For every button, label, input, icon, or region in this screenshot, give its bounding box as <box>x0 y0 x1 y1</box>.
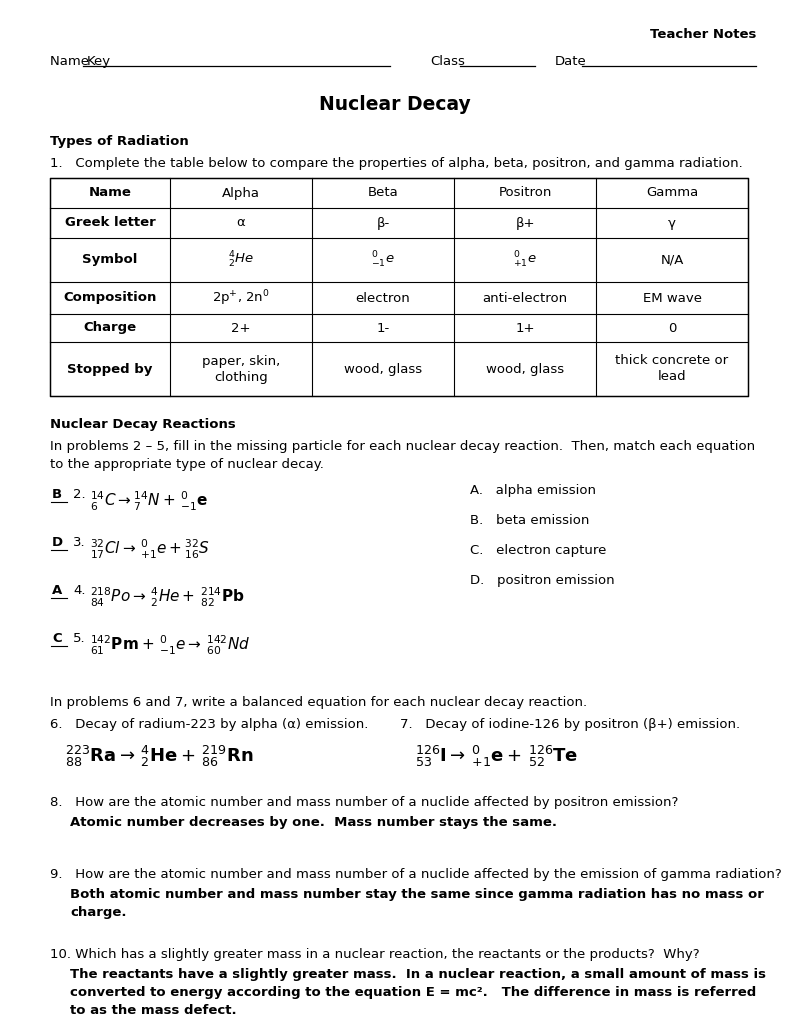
Text: α: α <box>237 216 245 229</box>
Text: 2+: 2+ <box>231 322 251 335</box>
Text: The reactants have a slightly greater mass.  In a nuclear reaction, a small amou: The reactants have a slightly greater ma… <box>70 968 766 1017</box>
Text: Name: Name <box>50 55 97 68</box>
Text: 1.   Complete the table below to compare the properties of alpha, beta, positron: 1. Complete the table below to compare t… <box>50 157 743 170</box>
Text: D: D <box>52 536 63 549</box>
Text: Types of Radiation: Types of Radiation <box>50 135 189 148</box>
Text: 9.   How are the atomic number and mass number of a nuclide affected by the emis: 9. How are the atomic number and mass nu… <box>50 868 782 881</box>
Text: 4.: 4. <box>73 584 85 597</box>
Text: B.   beta emission: B. beta emission <box>470 514 589 527</box>
Text: Beta: Beta <box>368 186 399 200</box>
Text: 2p$^{+}$, 2n$^{0}$: 2p$^{+}$, 2n$^{0}$ <box>212 288 270 308</box>
Text: Symbol: Symbol <box>82 254 138 266</box>
Text: wood, glass: wood, glass <box>486 362 564 376</box>
Text: $_{-1}^{0}e$: $_{-1}^{0}e$ <box>371 250 395 270</box>
Text: Key: Key <box>87 55 111 68</box>
Text: thick concrete or
lead: thick concrete or lead <box>615 354 729 384</box>
Text: 6.   Decay of radium-223 by alpha (α) emission.: 6. Decay of radium-223 by alpha (α) emis… <box>50 718 369 731</box>
Text: $_{61}^{142}\mathbf{Pm}+\,_{-1}^{0}e\rightarrow\,_{60}^{142}Nd$: $_{61}^{142}\mathbf{Pm}+\,_{-1}^{0}e\rig… <box>90 634 250 657</box>
Text: N/A: N/A <box>660 254 683 266</box>
Text: A.   alpha emission: A. alpha emission <box>470 484 596 497</box>
Text: 5.: 5. <box>73 632 85 645</box>
Text: Nuclear Decay: Nuclear Decay <box>319 95 471 114</box>
Text: Nuclear Decay Reactions: Nuclear Decay Reactions <box>50 418 236 431</box>
Text: Charge: Charge <box>83 322 137 335</box>
Text: Stopped by: Stopped by <box>67 362 153 376</box>
Text: EM wave: EM wave <box>642 292 702 304</box>
Text: In problems 2 – 5, fill in the missing particle for each nuclear decay reaction.: In problems 2 – 5, fill in the missing p… <box>50 440 755 471</box>
Text: 10. Which has a slightly greater mass in a nuclear reaction, the reactants or th: 10. Which has a slightly greater mass in… <box>50 948 699 961</box>
Text: $_{88}^{223}\mathbf{Ra}\rightarrow\,_{2}^{4}\mathbf{He}+\,_{86}^{219}\mathbf{Rn}: $_{88}^{223}\mathbf{Ra}\rightarrow\,_{2}… <box>65 744 254 769</box>
Text: 2.: 2. <box>73 488 85 501</box>
Text: Gamma: Gamma <box>646 186 698 200</box>
Text: C: C <box>52 632 62 645</box>
Text: electron: electron <box>356 292 411 304</box>
Text: B: B <box>52 488 62 501</box>
Text: β+: β+ <box>515 216 535 229</box>
Text: wood, glass: wood, glass <box>344 362 422 376</box>
Text: Class: Class <box>430 55 465 68</box>
Text: Atomic number decreases by one.  Mass number stays the same.: Atomic number decreases by one. Mass num… <box>70 816 557 829</box>
Text: anti-electron: anti-electron <box>483 292 568 304</box>
Text: $_{84}^{218}Po\rightarrow\,_{2}^{4}He+\,_{82}^{214}\mathbf{Pb}$: $_{84}^{218}Po\rightarrow\,_{2}^{4}He+\,… <box>90 586 244 609</box>
Text: $_{2}^{4}He$: $_{2}^{4}He$ <box>228 250 254 270</box>
Bar <box>50 178 748 396</box>
Text: Date: Date <box>555 55 587 68</box>
Text: C.   electron capture: C. electron capture <box>470 544 607 557</box>
Text: Both atomic number and mass number stay the same since gamma radiation has no ma: Both atomic number and mass number stay … <box>70 888 764 919</box>
Text: Composition: Composition <box>63 292 157 304</box>
Text: paper, skin,
clothing: paper, skin, clothing <box>202 354 280 384</box>
Text: Teacher Notes: Teacher Notes <box>649 28 756 41</box>
Text: β-: β- <box>377 216 390 229</box>
Text: γ: γ <box>668 216 676 229</box>
Text: 3.: 3. <box>73 536 85 549</box>
Text: $_{6}^{14}C\rightarrow_{7}^{14}N+\,_{-1}^{0}\mathbf{e}$: $_{6}^{14}C\rightarrow_{7}^{14}N+\,_{-1}… <box>90 490 208 513</box>
Text: A: A <box>52 584 62 597</box>
Text: D.   positron emission: D. positron emission <box>470 574 615 587</box>
Text: Alpha: Alpha <box>222 186 260 200</box>
Text: Greek letter: Greek letter <box>65 216 155 229</box>
Text: $_{17}^{32}Cl\rightarrow\,_{+1}^{0}e+_{16}^{32}S$: $_{17}^{32}Cl\rightarrow\,_{+1}^{0}e+_{1… <box>90 538 210 561</box>
Text: Name: Name <box>89 186 131 200</box>
Text: In problems 6 and 7, write a balanced equation for each nuclear decay reaction.: In problems 6 and 7, write a balanced eq… <box>50 696 587 709</box>
Text: 7.   Decay of iodine-126 by positron (β+) emission.: 7. Decay of iodine-126 by positron (β+) … <box>400 718 740 731</box>
Text: Positron: Positron <box>498 186 552 200</box>
Text: $_{53}^{126}\mathbf{I}\rightarrow\,_{+1}^{0}\mathbf{e}+\,_{52}^{126}\mathbf{Te}$: $_{53}^{126}\mathbf{I}\rightarrow\,_{+1}… <box>415 744 578 769</box>
Text: 1+: 1+ <box>515 322 535 335</box>
Text: 8.   How are the atomic number and mass number of a nuclide affected by positron: 8. How are the atomic number and mass nu… <box>50 796 679 809</box>
Text: $_{+1}^{0}e$: $_{+1}^{0}e$ <box>513 250 537 270</box>
Text: 1-: 1- <box>377 322 390 335</box>
Text: 0: 0 <box>668 322 676 335</box>
